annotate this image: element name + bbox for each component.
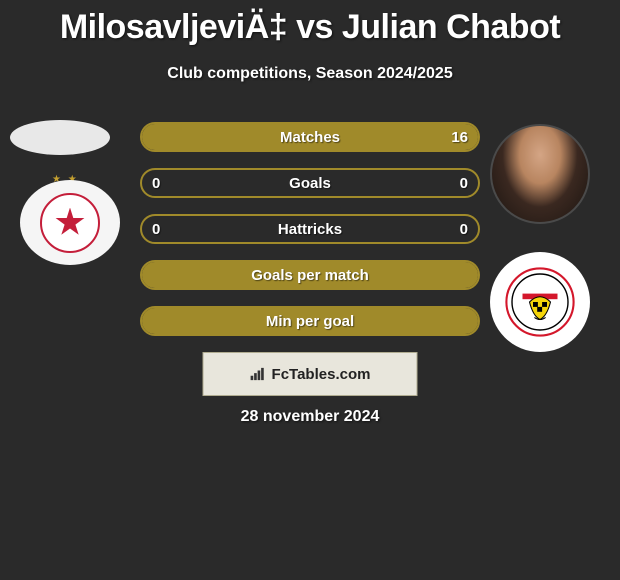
stat-right-value: 0 xyxy=(460,175,468,192)
stuttgart-badge-icon xyxy=(505,267,575,337)
stat-right-value: 0 xyxy=(460,221,468,238)
stat-label: Matches xyxy=(280,129,340,146)
stat-label: Hattricks xyxy=(278,221,342,238)
player-right-club-badge xyxy=(490,252,590,352)
player-right-avatar xyxy=(490,124,590,224)
stat-label: Goals xyxy=(289,175,331,192)
stat-row-hattricks: 0 Hattricks 0 xyxy=(140,214,480,244)
comparison-subtitle: Club competitions, Season 2024/2025 xyxy=(0,65,620,83)
stat-label: Goals per match xyxy=(251,267,369,284)
player-left-avatar xyxy=(10,120,110,155)
stat-row-goals-per-match: Goals per match xyxy=(140,260,480,290)
stat-left-value: 0 xyxy=(152,221,160,238)
stat-right-value: 16 xyxy=(451,129,468,146)
attribution-badge: FcTables.com xyxy=(203,352,418,396)
player-left-club-badge xyxy=(20,180,120,265)
stats-container: Matches 16 0 Goals 0 0 Hattricks 0 Goals… xyxy=(140,122,480,352)
stat-row-goals: 0 Goals 0 xyxy=(140,168,480,198)
stat-row-min-per-goal: Min per goal xyxy=(140,306,480,336)
stat-label: Min per goal xyxy=(266,313,354,330)
attribution-text: FcTables.com xyxy=(272,366,371,383)
comparison-title: MilosavljeviÄ‡ vs Julian Chabot xyxy=(0,0,620,47)
chart-icon xyxy=(250,367,268,381)
comparison-date: 28 november 2024 xyxy=(0,408,620,426)
stat-row-matches: Matches 16 xyxy=(140,122,480,152)
stat-left-value: 0 xyxy=(152,175,160,192)
